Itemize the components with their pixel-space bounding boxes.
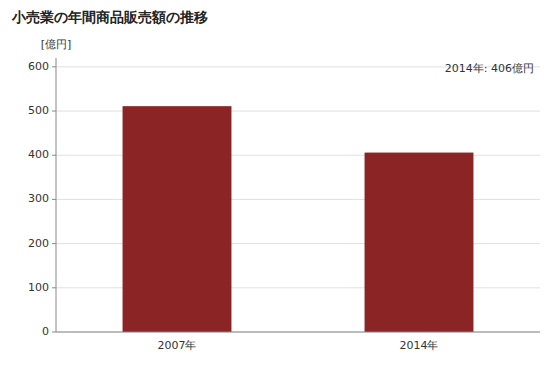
grid (56, 67, 540, 332)
chart-container: 0 100 200 300 400 500 600 2007年 2014年 小売業の年間商品販売額… (0, 0, 560, 366)
y-tick-label: 600 (28, 60, 49, 73)
y-tick-label: 0 (42, 325, 49, 338)
bars (123, 106, 474, 332)
y-tick (52, 243, 56, 244)
y-tick (52, 66, 56, 67)
y-tick (52, 111, 56, 112)
title: 小売業の年間商品販売額の推移 (11, 9, 208, 25)
x-axis-line (56, 332, 540, 333)
annotation: 2014年: 406億円 (445, 62, 534, 75)
bar (123, 106, 232, 332)
x-axis: 2007年 2014年 (158, 339, 439, 352)
y-tick-label: 400 (28, 148, 49, 161)
x-tick-label: 2014年 (400, 339, 439, 352)
chart-svg: 0 100 200 300 400 500 600 2007年 2014年 小売業の年間商品販売額… (0, 0, 560, 366)
y-axis-line (56, 58, 57, 332)
y-tick (52, 332, 56, 333)
grid-line (56, 332, 540, 333)
x-tick-label: 2007年 (158, 339, 197, 352)
bar (365, 153, 474, 332)
y-axis-label: [億円] (41, 38, 72, 51)
y-axis: 0 100 200 300 400 500 600 (28, 60, 56, 338)
y-tick (52, 199, 56, 200)
y-tick (52, 287, 56, 288)
y-tick-label: 300 (28, 192, 49, 205)
y-tick (52, 155, 56, 156)
y-tick-label: 500 (28, 104, 49, 117)
y-tick-label: 100 (28, 281, 49, 294)
y-tick-label: 200 (28, 237, 49, 250)
